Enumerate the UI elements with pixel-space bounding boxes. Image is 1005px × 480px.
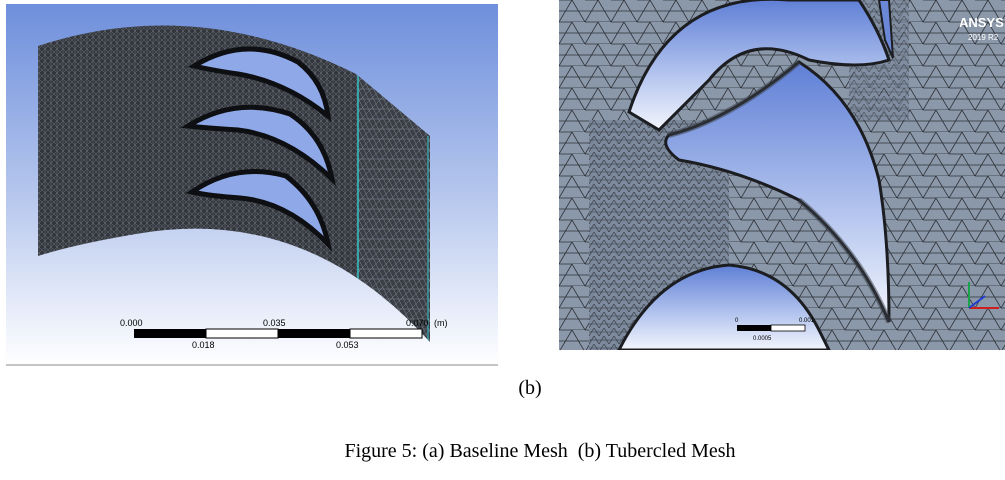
scale-b-tick-0: 0 (735, 318, 739, 324)
scale-a-tick-4: 0.070 (406, 318, 429, 328)
scale-a-tick-0: 0.000 (120, 318, 143, 328)
tubercled-mesh-render: ANSYS 2019 R2 0 0.001 0.0005 (559, 0, 1005, 350)
caption-part-a: (a) Baseline Mesh (422, 440, 568, 462)
figure-caption: Figure 5: (a) Baseline Mesh (b) Tubercle… (270, 440, 810, 463)
caption-prefix: Figure 5: (344, 440, 423, 462)
scale-a-tick-3: 0.053 (336, 340, 359, 350)
blade-passages (180, 46, 336, 252)
caption-part-b: (b) Tubercled Mesh (577, 440, 736, 462)
scale-a-unit: (m) (434, 318, 448, 328)
scale-a-tick-2: 0.035 (263, 318, 286, 328)
scale-b-tick-1: 0.0005 (753, 336, 772, 342)
scale-b-tick-2: 0.001 (799, 318, 815, 324)
scale-bar-b: 0 0.001 0.0005 (735, 318, 815, 342)
scale-a-tick-1: 0.018 (192, 340, 215, 350)
ansys-version: 2019 R2 (968, 33, 999, 42)
figure-panel-a: 0.000 0.035 0.070 (m) 0.018 0.053 (6, 4, 498, 366)
ansys-logo: ANSYS (959, 15, 1004, 30)
figure-panel-b: ANSYS 2019 R2 0 0.001 0.0005 (559, 0, 1005, 350)
subfigure-label-b: (b) (518, 377, 542, 399)
baseline-mesh-render: 0.000 0.035 0.070 (m) 0.018 0.053 (6, 4, 498, 366)
axis-triad-icon (968, 282, 999, 309)
caption-separator (568, 440, 578, 462)
passage-upper (627, 0, 891, 132)
scale-bar-a: 0.000 0.035 0.070 (m) 0.018 0.053 (120, 318, 448, 350)
